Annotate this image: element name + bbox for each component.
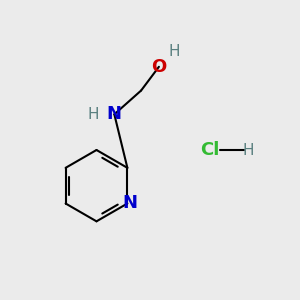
Text: Cl: Cl [200,141,219,159]
Text: N: N [107,105,122,123]
Text: H: H [168,44,179,59]
Text: O: O [151,58,166,76]
Text: H: H [88,107,99,122]
Text: H: H [242,142,254,158]
Text: N: N [123,194,138,212]
